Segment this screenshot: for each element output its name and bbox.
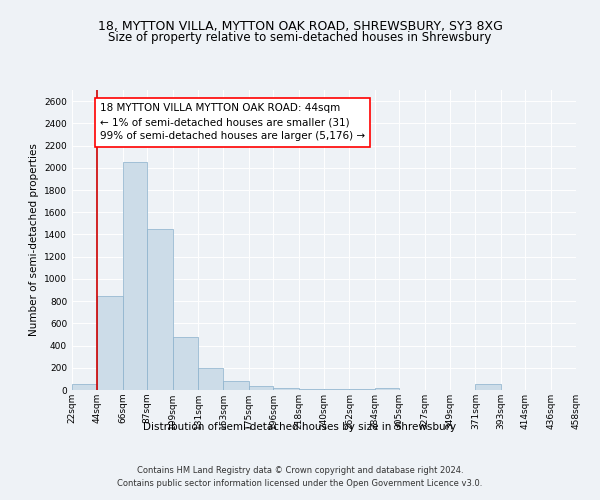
Bar [72, 384, 97, 390]
Text: Distribution of semi-detached houses by size in Shrewsbury: Distribution of semi-detached houses by … [143, 422, 457, 432]
Text: 18 MYTTON VILLA MYTTON OAK ROAD: 44sqm
← 1% of semi-detached houses are smaller : 18 MYTTON VILLA MYTTON OAK ROAD: 44sqm ←… [100, 104, 365, 142]
Bar [97, 296, 123, 390]
Bar [198, 368, 223, 390]
Text: Contains HM Land Registry data © Crown copyright and database right 2024.
Contai: Contains HM Land Registry data © Crown c… [118, 466, 482, 487]
Y-axis label: Number of semi-detached properties: Number of semi-detached properties [29, 144, 38, 336]
Bar [123, 162, 147, 390]
Bar [223, 381, 249, 390]
Bar [324, 389, 349, 390]
Bar [173, 337, 198, 390]
Bar [147, 229, 173, 390]
Text: Size of property relative to semi-detached houses in Shrewsbury: Size of property relative to semi-detach… [109, 31, 491, 44]
Bar [375, 388, 399, 390]
Bar [299, 389, 324, 390]
Bar [273, 388, 299, 390]
Bar [249, 386, 273, 390]
Bar [475, 384, 501, 390]
Text: 18, MYTTON VILLA, MYTTON OAK ROAD, SHREWSBURY, SY3 8XG: 18, MYTTON VILLA, MYTTON OAK ROAD, SHREW… [98, 20, 502, 33]
